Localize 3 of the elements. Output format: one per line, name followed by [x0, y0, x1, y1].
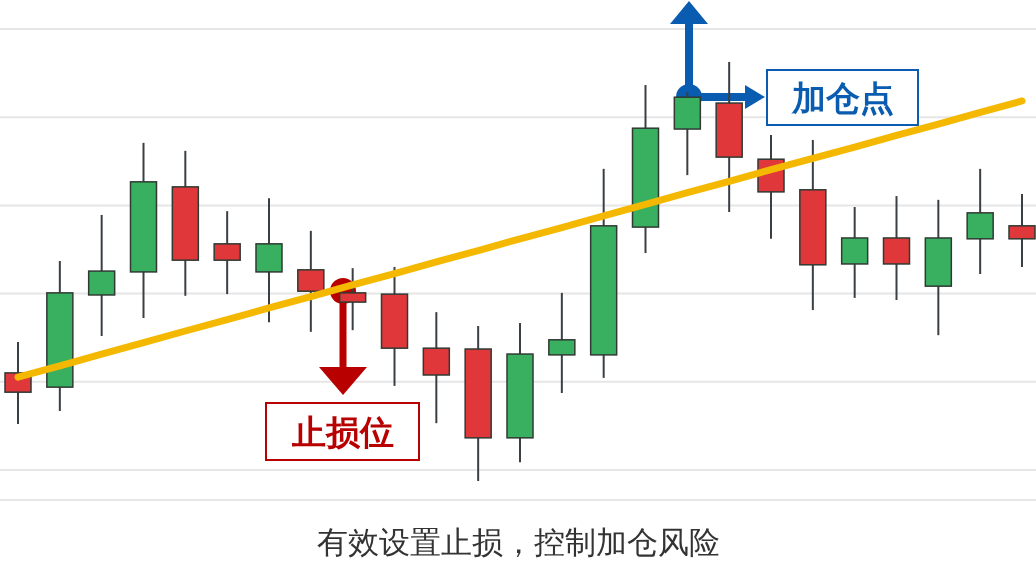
annotation: 止损位	[290, 412, 394, 451]
text: 有效设置止损，控制加仓风险	[316, 525, 720, 560]
annotation: 加仓点	[790, 78, 894, 117]
